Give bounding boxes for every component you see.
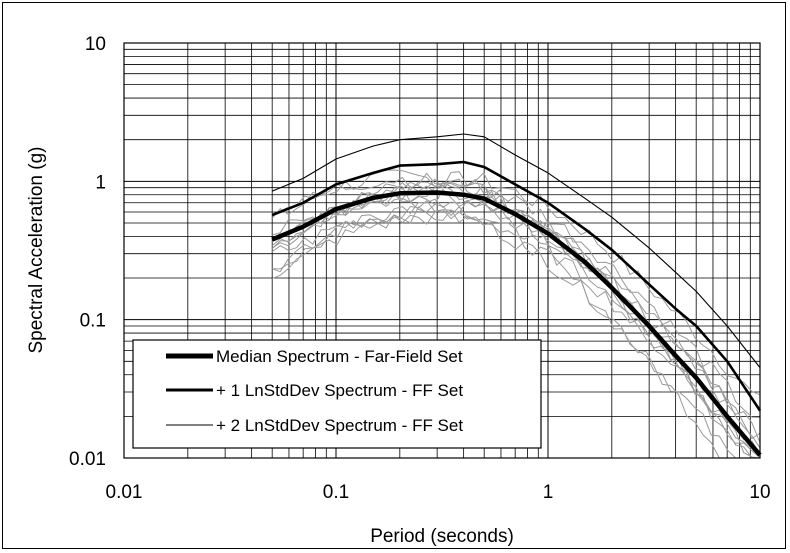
legend-label-plus2: + 2 LnStdDev Spectrum - FF Set [216,416,463,435]
y-tick-label: 10 [85,34,106,55]
legend-label-plus1: + 1 LnStdDev Spectrum - FF Set [216,381,463,400]
plus-1-stddev-line [271,160,762,412]
y-tick-label: 0.01 [69,449,106,470]
x-tick-label: 1 [543,482,554,503]
x-tick-label: 0.1 [323,482,349,503]
record-spectrum-line [272,199,761,449]
y-tick-label: 0.1 [80,311,106,332]
legend: Median Spectrum - Far-Field Set + 1 LnSt… [132,339,542,449]
record-spectrum-line [272,197,760,459]
plus-2-stddev-line [271,133,761,368]
plot-area-border [123,42,761,459]
legend-label-median: Median Spectrum - Far-Field Set [216,347,463,366]
x-tick-label: 0.01 [106,482,143,503]
x-axis-title: Period (seconds) [370,526,514,547]
spectrum-series [271,133,762,457]
median-spectrum-line [271,190,762,457]
record-spectrum-line [272,209,761,459]
y-tick-labels: 0.01 0.1 1 10 [69,34,106,470]
record-spectrum-line [271,206,760,459]
y-tick-label: 1 [95,172,106,193]
x-tick-label: 10 [749,482,770,503]
y-axis-title: Spectral Acceleration (g) [26,147,47,354]
x-tick-labels: 0.01 0.1 1 10 [106,482,771,503]
